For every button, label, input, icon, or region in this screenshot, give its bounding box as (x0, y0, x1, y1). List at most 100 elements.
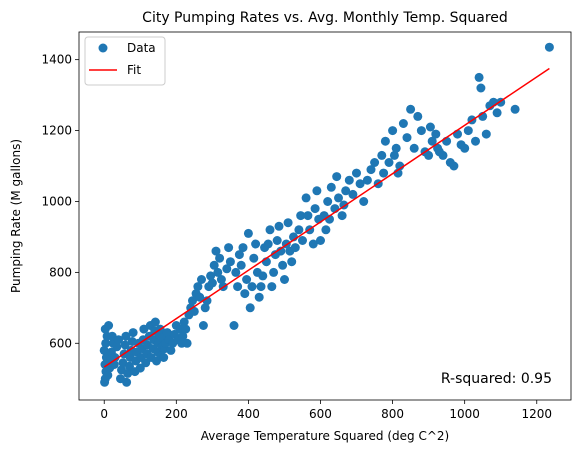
data-point (215, 253, 225, 263)
data-point (114, 335, 124, 345)
data-point (355, 179, 365, 189)
data-point (460, 143, 470, 153)
plot-area (78, 31, 572, 401)
data-point (402, 133, 412, 143)
data-point (189, 306, 199, 316)
data-points (99, 42, 554, 387)
data-point (308, 239, 318, 249)
y-tick-label: 600 (49, 336, 72, 350)
data-point (463, 126, 473, 136)
plot-frame (78, 31, 572, 401)
data-point (269, 267, 279, 277)
data-point (179, 317, 189, 327)
data-point (416, 126, 426, 136)
data-point (193, 282, 203, 292)
data-point (380, 136, 390, 146)
data-point (258, 271, 268, 281)
data-point (274, 221, 284, 231)
data-point (424, 150, 434, 160)
data-point (99, 345, 109, 355)
data-point (272, 236, 282, 245)
data-point (366, 165, 376, 175)
data-point (233, 282, 243, 292)
data-point (112, 342, 122, 352)
y-axis-label: Pumping Rate (M gallons) (9, 139, 23, 293)
legend-data-marker (98, 43, 108, 53)
chart-title: City Pumping Rates vs. Avg. Monthly Temp… (142, 10, 508, 26)
data-point (229, 321, 239, 330)
x-tick-label: 1200 (521, 407, 552, 421)
data-point (188, 296, 197, 306)
y-tick-label: 800 (49, 265, 72, 279)
data-point (312, 186, 322, 196)
data-point (301, 193, 311, 203)
data-point (510, 104, 520, 114)
data-point (236, 260, 246, 270)
data-point (150, 317, 160, 327)
data-point (413, 111, 423, 121)
data-point (352, 168, 361, 178)
data-point (395, 161, 405, 171)
y-tick-label: 1400 (41, 53, 72, 67)
r-squared-annotation: R-squared: 0.95 (441, 371, 552, 387)
data-point (544, 42, 554, 52)
data-point (377, 150, 387, 160)
data-point (321, 225, 331, 235)
legend: Data Fit (84, 36, 166, 86)
data-point (103, 370, 113, 380)
data-point (159, 353, 169, 362)
data-point (341, 186, 351, 196)
data-point (195, 292, 205, 302)
data-point (123, 368, 133, 378)
data-point (202, 296, 212, 306)
x-tick-label: 1000 (449, 407, 480, 421)
data-point (409, 143, 419, 153)
data-point (249, 253, 259, 263)
data-point (206, 271, 216, 281)
data-point (427, 136, 437, 146)
x-tick-label: 800 (381, 407, 404, 421)
data-point (334, 193, 343, 203)
data-point (406, 104, 416, 114)
data-point (431, 129, 441, 139)
data-point (290, 243, 300, 253)
data-point (316, 236, 325, 245)
data-point (296, 211, 306, 221)
data-point (234, 250, 244, 260)
data-point (438, 150, 448, 160)
data-point (198, 321, 208, 330)
data-point (283, 218, 293, 228)
data-point (181, 324, 191, 334)
data-point (231, 267, 241, 277)
data-point (326, 182, 336, 192)
data-point (384, 158, 394, 167)
data-point (332, 172, 342, 182)
data-point (216, 275, 226, 284)
data-point (197, 275, 206, 284)
data-point (474, 72, 484, 82)
data-point (251, 239, 261, 249)
data-point (110, 353, 120, 362)
data-point (492, 108, 502, 118)
data-point (370, 158, 380, 167)
data-point (388, 126, 398, 136)
data-point (222, 264, 232, 274)
legend-fit-label: Fit (127, 63, 141, 77)
data-point (213, 267, 223, 277)
data-point (287, 257, 297, 267)
data-point (280, 275, 289, 284)
data-point (337, 211, 347, 221)
data-point (276, 246, 286, 256)
data-point (256, 282, 266, 292)
data-point (207, 278, 217, 288)
x-axis: 0 200 400 600 800 1000 1200 (100, 400, 552, 421)
data-point (298, 236, 307, 245)
data-point (379, 168, 389, 178)
data-point (362, 175, 372, 185)
data-point (247, 282, 257, 292)
data-point (391, 143, 401, 153)
x-tick-label: 200 (165, 407, 188, 421)
x-tick-label: 600 (309, 407, 332, 421)
data-point (449, 161, 459, 171)
data-point (121, 331, 131, 341)
